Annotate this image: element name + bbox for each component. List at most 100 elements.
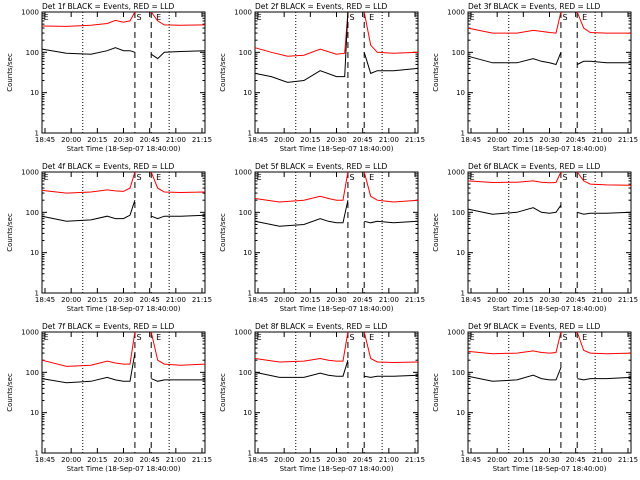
y-tick-label: 1 bbox=[248, 450, 252, 458]
y-tick-label: 10 bbox=[456, 409, 465, 417]
x-tick-label: 21:15 bbox=[618, 296, 638, 304]
x-tick-label: 21:00 bbox=[166, 296, 186, 304]
x-axis-label: Start Time (18-Sep-07 18:40:00) bbox=[67, 465, 181, 473]
x-tick-label: 20:00 bbox=[61, 456, 81, 464]
x-tick-label: 20:15 bbox=[300, 136, 320, 144]
x-tick-label: 20:45 bbox=[353, 296, 373, 304]
events-series-line bbox=[467, 204, 632, 215]
x-axis-label: Start Time (18-Sep-07 18:40:00) bbox=[280, 305, 394, 313]
y-tick-label: 10 bbox=[243, 409, 252, 417]
x-axis-label: Start Time (18-Sep-07 18:40:00) bbox=[280, 145, 394, 153]
lld-series-line bbox=[254, 11, 419, 57]
y-axis-label: Counts/sec bbox=[219, 53, 227, 92]
lld-series-line bbox=[467, 331, 632, 355]
x-tick-label: 20:00 bbox=[274, 136, 294, 144]
x-axis-label: Start Time (18-Sep-07 18:40:00) bbox=[280, 465, 394, 473]
y-tick-label: 1000 bbox=[21, 329, 39, 337]
chart-svg-9: Det 9f BLACK = Events, RED = LLD 1 10 100 10… bbox=[432, 322, 638, 473]
event-marker-label: S bbox=[563, 333, 568, 342]
panel-title: Det 5f BLACK = Events, RED = LLD bbox=[255, 162, 388, 171]
panel-title: Det 3f BLACK = Events, RED = LLD bbox=[468, 2, 601, 11]
event-marker-label: E bbox=[582, 333, 587, 342]
panel-title: Det 8f BLACK = Events, RED = LLD bbox=[255, 322, 388, 331]
chart-svg-1: Det 1f BLACK = Events, RED = LLD 1 10 100 10… bbox=[6, 2, 212, 153]
x-tick-label: 20:00 bbox=[274, 456, 294, 464]
event-marker-label: S bbox=[137, 333, 142, 342]
event-marker-label: E bbox=[369, 333, 374, 342]
y-tick-label: 10 bbox=[30, 249, 39, 257]
y-tick-label: 100 bbox=[26, 49, 39, 57]
chart-panel-8: Det 8f BLACK = Events, RED = LLD 1 10 100 10… bbox=[213, 320, 426, 480]
x-tick-label: 20:00 bbox=[487, 296, 507, 304]
plot-frame bbox=[467, 331, 632, 454]
x-tick-label: 20:45 bbox=[353, 136, 373, 144]
plot-frame bbox=[41, 331, 206, 454]
events-series-line bbox=[254, 11, 419, 83]
event-marker-label: S bbox=[137, 13, 142, 22]
x-tick-label: 20:45 bbox=[140, 456, 160, 464]
plot-frame bbox=[41, 171, 206, 294]
y-tick-label: 1000 bbox=[21, 9, 39, 17]
chart-panel-5: Det 5f BLACK = Events, RED = LLD 1 10 100 10… bbox=[213, 160, 426, 320]
chart-svg-8: Det 8f BLACK = Events, RED = LLD 1 10 100 10… bbox=[219, 322, 425, 473]
x-tick-label: 20:45 bbox=[566, 296, 586, 304]
y-tick-label: 1000 bbox=[234, 329, 252, 337]
x-tick-label: 20:30 bbox=[539, 136, 559, 144]
x-tick-label: 21:15 bbox=[618, 136, 638, 144]
x-tick-label: 21:00 bbox=[379, 296, 399, 304]
x-tick-label: 20:30 bbox=[113, 296, 133, 304]
y-tick-label: 10 bbox=[456, 249, 465, 257]
x-tick-label: 21:15 bbox=[405, 296, 425, 304]
y-tick-label: 10 bbox=[30, 409, 39, 417]
x-tick-label: 18:45 bbox=[461, 456, 481, 464]
event-marker-label: E bbox=[470, 333, 475, 342]
y-axis-label: Counts/sec bbox=[6, 213, 14, 252]
lld-series-line bbox=[41, 171, 206, 194]
y-tick-label: 1000 bbox=[234, 9, 252, 17]
y-tick-label: 10 bbox=[243, 89, 252, 97]
y-tick-label: 100 bbox=[239, 369, 252, 377]
y-tick-label: 100 bbox=[452, 209, 465, 217]
y-tick-label: 1 bbox=[461, 130, 465, 138]
x-tick-label: 21:00 bbox=[379, 136, 399, 144]
event-marker-label: E bbox=[582, 173, 587, 182]
x-tick-label: 21:15 bbox=[192, 296, 212, 304]
x-tick-label: 20:45 bbox=[140, 296, 160, 304]
x-tick-label: 21:15 bbox=[618, 456, 638, 464]
x-tick-label: 18:45 bbox=[461, 296, 481, 304]
x-tick-label: 20:15 bbox=[513, 296, 533, 304]
plot-frame bbox=[254, 171, 419, 294]
chart-svg-2: Det 2f BLACK = Events, RED = LLD 1 10 100 10… bbox=[219, 2, 425, 153]
chart-panel-3: Det 3f BLACK = Events, RED = LLD 1 10 100 10… bbox=[426, 0, 639, 160]
y-axis-label: Counts/sec bbox=[432, 373, 440, 412]
y-axis-label: Counts/sec bbox=[6, 373, 14, 412]
events-series-line bbox=[41, 47, 206, 60]
x-tick-label: 20:15 bbox=[513, 136, 533, 144]
event-marker-label: S bbox=[137, 173, 142, 182]
y-tick-label: 100 bbox=[452, 49, 465, 57]
x-tick-label: 20:30 bbox=[113, 456, 133, 464]
event-marker-label: E bbox=[44, 13, 49, 22]
panel-title: Det 4f BLACK = Events, RED = LLD bbox=[42, 162, 175, 171]
y-tick-label: 100 bbox=[452, 369, 465, 377]
x-tick-label: 20:45 bbox=[140, 136, 160, 144]
y-tick-label: 1000 bbox=[447, 169, 465, 177]
events-series-line bbox=[254, 360, 419, 378]
event-marker-label: S bbox=[350, 333, 355, 342]
x-tick-label: 21:15 bbox=[405, 456, 425, 464]
x-tick-label: 21:00 bbox=[592, 136, 612, 144]
x-tick-label: 18:45 bbox=[35, 296, 55, 304]
x-tick-label: 21:00 bbox=[592, 296, 612, 304]
x-tick-label: 21:15 bbox=[192, 456, 212, 464]
x-tick-label: 20:30 bbox=[539, 296, 559, 304]
x-tick-label: 20:00 bbox=[487, 136, 507, 144]
y-tick-label: 100 bbox=[239, 49, 252, 57]
event-marker-label: E bbox=[582, 13, 587, 22]
x-tick-label: 20:30 bbox=[326, 456, 346, 464]
x-tick-label: 18:45 bbox=[248, 296, 268, 304]
y-tick-label: 10 bbox=[456, 89, 465, 97]
lld-series-line bbox=[254, 171, 419, 203]
event-marker-label: S bbox=[563, 173, 568, 182]
y-tick-label: 1 bbox=[461, 450, 465, 458]
x-tick-label: 21:00 bbox=[592, 456, 612, 464]
